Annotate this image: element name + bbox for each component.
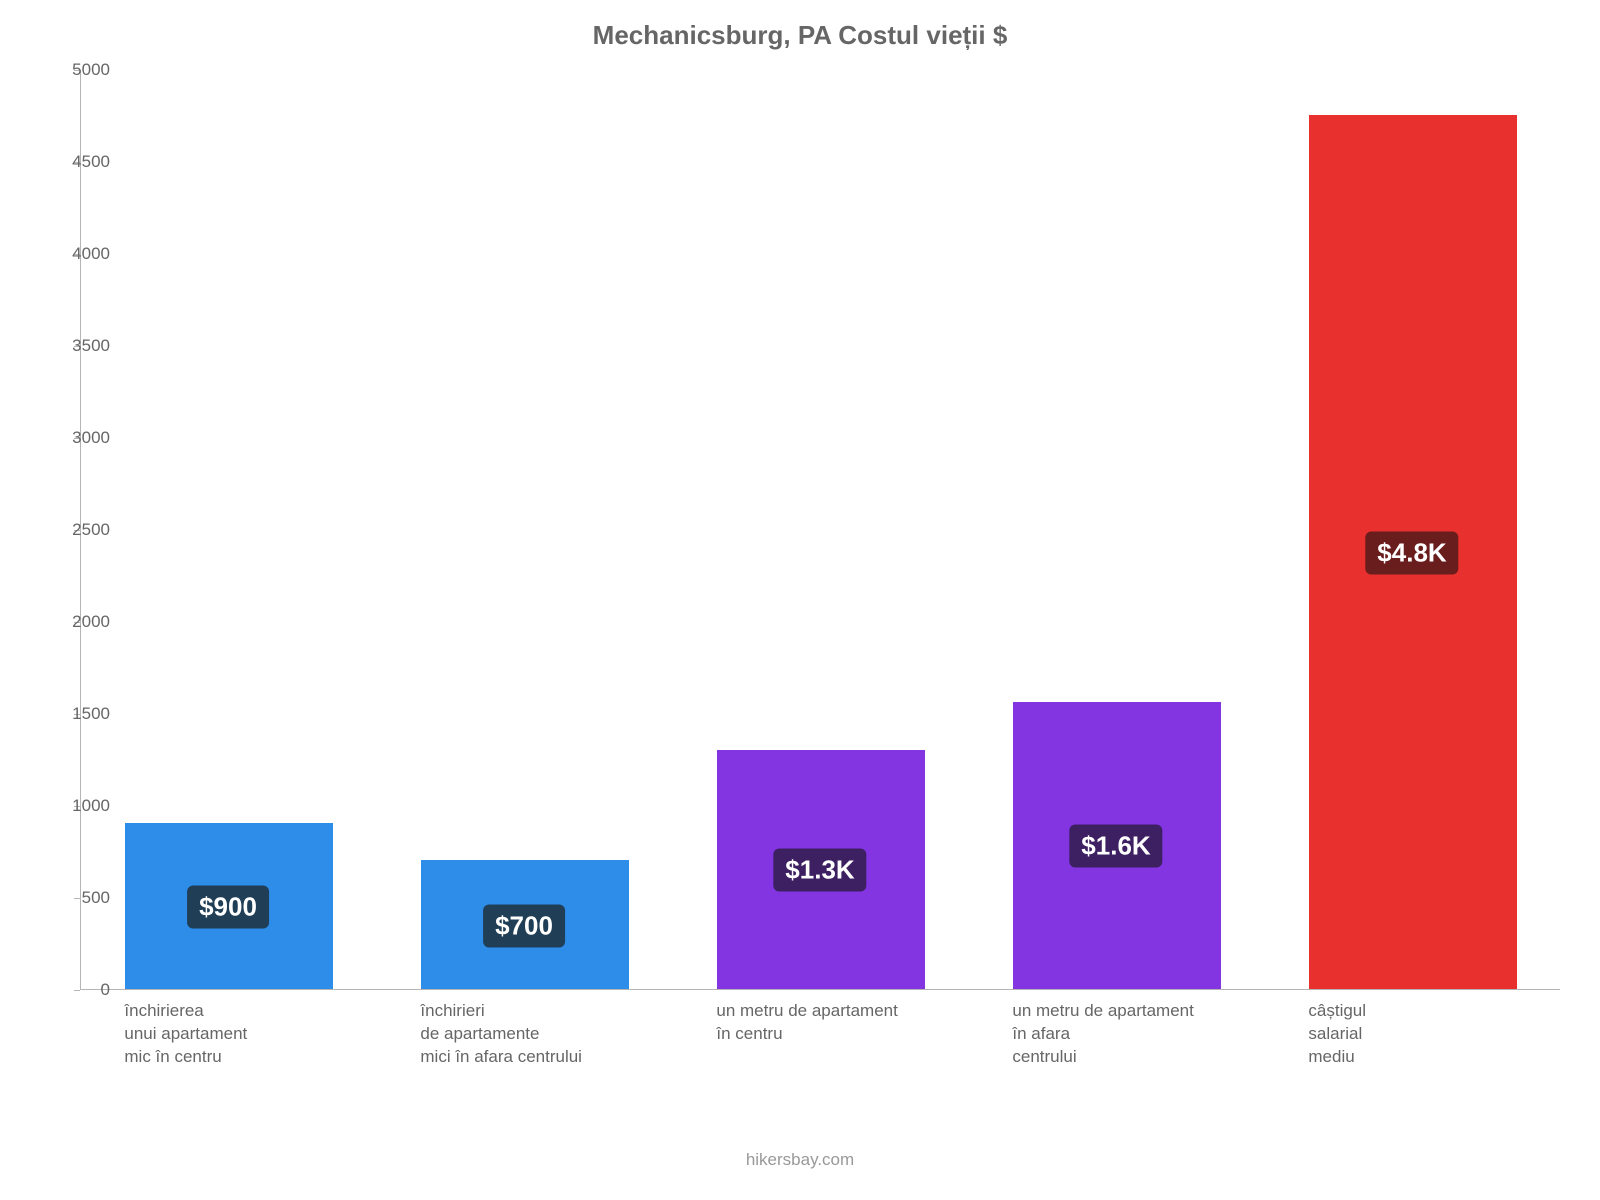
- chart-footer: hikersbay.com: [0, 1150, 1600, 1170]
- bar-value-label: $1.3K: [773, 849, 866, 892]
- y-tick-label: 2500: [72, 520, 110, 540]
- chart-title: Mechanicsburg, PA Costul vieții $: [0, 20, 1600, 51]
- x-category-label: un metru de apartament în centru: [716, 1000, 923, 1046]
- y-tick-label: 4000: [72, 244, 110, 264]
- y-tick-label: 2000: [72, 612, 110, 632]
- x-category-label: închirierea unui apartament mic în centr…: [124, 1000, 331, 1069]
- x-category-label: un metru de apartament în afara centrulu…: [1012, 1000, 1219, 1069]
- y-tick: [74, 898, 80, 899]
- y-tick-label: 0: [101, 980, 110, 1000]
- y-tick-label: 3500: [72, 336, 110, 356]
- x-category-label: închirieri de apartamente mici în afara …: [420, 1000, 627, 1069]
- bar-value-label: $700: [483, 904, 565, 947]
- y-tick-label: 500: [82, 888, 110, 908]
- y-tick: [74, 990, 80, 991]
- x-category-label: câștigul salarial mediu: [1308, 1000, 1515, 1069]
- y-tick-label: 5000: [72, 60, 110, 80]
- bar-value-label: $1.6K: [1069, 825, 1162, 868]
- bar-value-label: $4.8K: [1365, 532, 1458, 575]
- y-tick-label: 3000: [72, 428, 110, 448]
- y-tick-label: 4500: [72, 152, 110, 172]
- cost-of-living-chart: Mechanicsburg, PA Costul vieții $ hikers…: [0, 0, 1600, 1200]
- bar-value-label: $900: [187, 886, 269, 929]
- y-tick-label: 1000: [72, 796, 110, 816]
- y-tick-label: 1500: [72, 704, 110, 724]
